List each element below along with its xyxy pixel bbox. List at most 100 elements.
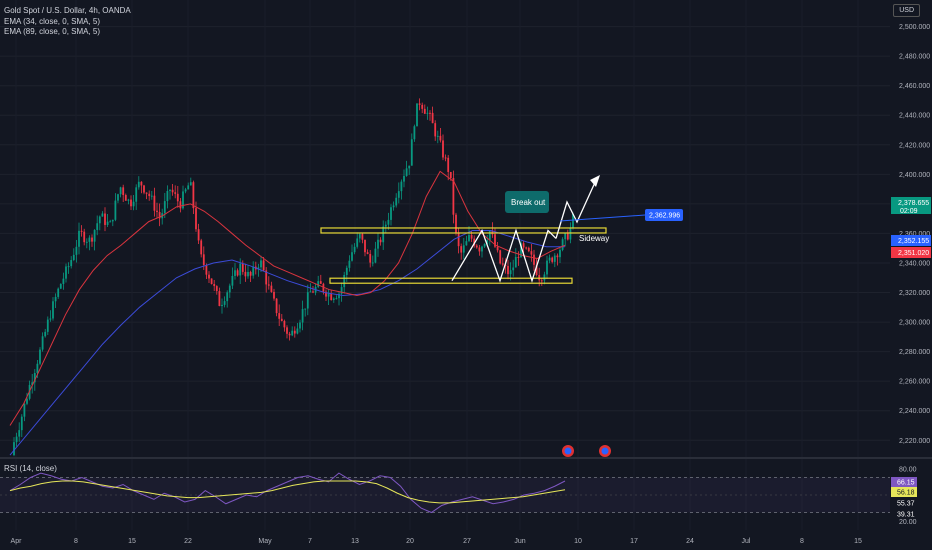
rsi-line xyxy=(9,472,566,514)
rsi-legend: RSI (14, close) xyxy=(4,464,57,473)
candle-body xyxy=(439,135,442,141)
candle-body xyxy=(195,208,197,230)
candle-body xyxy=(340,287,343,294)
time-tick-label: Jul xyxy=(742,538,751,545)
candle-body xyxy=(512,267,515,271)
candle-body xyxy=(551,257,554,262)
candle-body xyxy=(556,255,559,258)
rsi-tick-label: 20.00 xyxy=(899,519,917,526)
candle-body xyxy=(366,252,369,254)
candle-body xyxy=(189,182,192,186)
candle-body xyxy=(379,239,382,243)
price-tick-label: 2,320.000 xyxy=(899,290,930,297)
price-tick-label: 2,480.000 xyxy=(899,54,930,61)
time-tick-label: 17 xyxy=(630,538,638,545)
time-tick-label: 8 xyxy=(74,538,78,545)
ema34-price-value: 2,352.155 xyxy=(898,238,929,245)
candle-body xyxy=(325,291,327,297)
candle-body xyxy=(41,336,44,350)
candle-body xyxy=(496,246,499,251)
rsi-value-tag xyxy=(891,477,917,487)
candle-body xyxy=(351,252,353,261)
candle-body xyxy=(299,322,301,329)
candle-body xyxy=(91,237,93,242)
candle-body xyxy=(26,398,28,404)
candle-body xyxy=(85,241,88,243)
candle-body xyxy=(520,243,522,258)
candle-body xyxy=(572,213,574,229)
candle-body xyxy=(236,270,239,276)
candle-body xyxy=(241,263,244,272)
time-tick-label: 22 xyxy=(184,538,192,545)
rsi-value-tag xyxy=(891,509,917,519)
candle-body xyxy=(59,283,62,289)
grid-lines xyxy=(0,26,890,441)
breakout-arrow-path xyxy=(555,177,598,239)
candle-body xyxy=(260,260,262,268)
rsi-ma-line xyxy=(9,480,566,504)
event-flag-inner xyxy=(564,447,572,455)
candle-body xyxy=(387,219,390,225)
candle-body xyxy=(70,260,73,267)
rsi-tick-label: 80.00 xyxy=(899,466,917,473)
candle-body xyxy=(322,283,325,292)
candle-body xyxy=(400,181,403,192)
candle-body xyxy=(249,271,252,276)
candle-body xyxy=(57,288,60,297)
candle-body xyxy=(361,234,364,240)
candle-body xyxy=(434,123,437,137)
candle-body xyxy=(457,232,460,247)
currency-button[interactable]: USD xyxy=(893,4,920,17)
candle-body xyxy=(273,291,275,299)
price-tick-label: 2,240.000 xyxy=(899,408,930,415)
candle-body xyxy=(384,224,387,227)
candle-body xyxy=(127,199,130,201)
sideway-zigzag xyxy=(451,228,557,283)
candle-body xyxy=(548,257,551,261)
horizontal-zones xyxy=(320,227,607,284)
candle-body xyxy=(525,247,528,249)
candle-body xyxy=(488,230,491,241)
breakout-box xyxy=(505,191,549,213)
candle-body xyxy=(93,229,96,242)
candle-body xyxy=(330,293,333,300)
price-tick-label: 2,340.000 xyxy=(899,260,930,267)
candle-body xyxy=(431,112,434,124)
price-tick-label: 2,400.000 xyxy=(899,172,930,179)
candle-body xyxy=(470,234,473,239)
symbol-title: Gold Spot / U.S. Dollar, 4h, OANDA xyxy=(4,6,131,15)
candle-body xyxy=(54,296,57,302)
candle-body xyxy=(416,103,418,127)
candle-body xyxy=(514,256,517,268)
time-tick-label: 10 xyxy=(574,538,582,545)
candle-body xyxy=(96,223,99,230)
event-flag-inner xyxy=(601,447,609,455)
candle-body xyxy=(382,226,385,243)
breakout-callout: Break out xyxy=(505,191,549,213)
candle-body xyxy=(553,255,556,262)
candle-body xyxy=(221,304,223,307)
candle-body xyxy=(286,327,288,334)
candle-body xyxy=(166,191,169,202)
candle-body xyxy=(509,270,512,275)
candle-body xyxy=(158,212,161,219)
time-tick-label: 24 xyxy=(686,538,694,545)
candle-body xyxy=(52,301,54,319)
candle-body xyxy=(124,195,127,201)
candle-body xyxy=(192,182,195,209)
breakout-label: Break out xyxy=(511,198,546,207)
candle-body xyxy=(18,430,21,437)
rsi-value: 56.18 xyxy=(897,490,915,497)
candle-body xyxy=(306,292,309,309)
rsi-value: 55.37 xyxy=(897,501,915,508)
candle-body xyxy=(72,254,75,261)
candle-body xyxy=(338,293,340,299)
candlesticks xyxy=(13,98,574,457)
candle-body xyxy=(111,219,114,222)
candle-body xyxy=(228,285,231,293)
candle-body xyxy=(348,260,351,268)
candle-body xyxy=(163,201,166,214)
candle-body xyxy=(210,278,213,285)
candle-body xyxy=(148,193,151,197)
